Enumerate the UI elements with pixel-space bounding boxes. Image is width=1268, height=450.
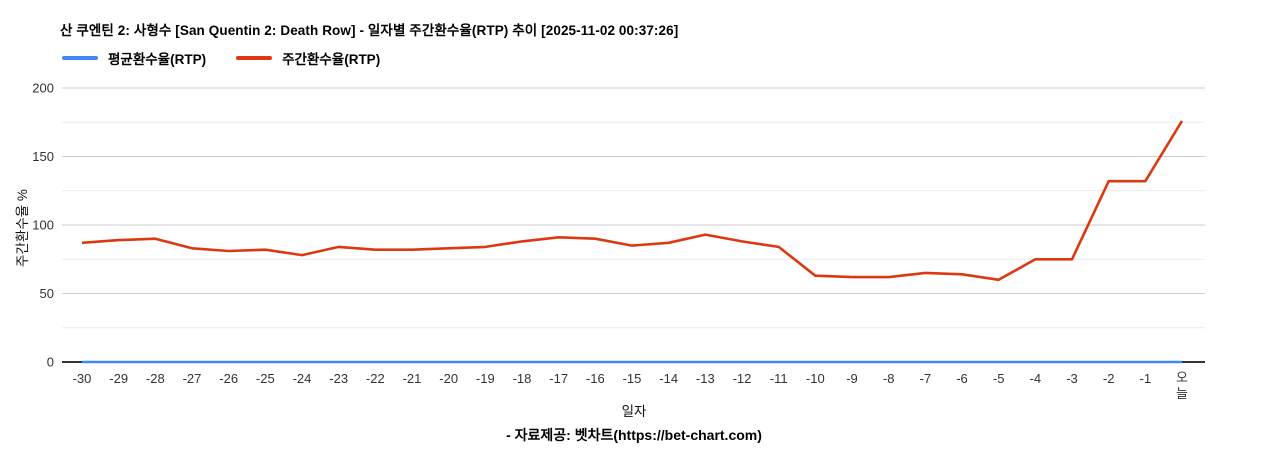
source-credit: - 자료제공: 벳차트(https://bet-chart.com) [506, 427, 762, 443]
x-tick-label: -1 [1140, 371, 1152, 386]
x-tick-label: -21 [403, 371, 422, 386]
legend-label-weekly-rtp: 주간환수율(RTP) [282, 52, 381, 67]
x-tick-label: -24 [293, 371, 312, 386]
x-tick-label: -26 [219, 371, 238, 386]
chart-title: 산 쿠엔틴 2: 사형수 [San Quentin 2: Death Row] … [60, 23, 679, 38]
x-tick-label: -13 [696, 371, 715, 386]
y-tick-label: 100 [32, 218, 54, 233]
x-tick-label: -14 [659, 371, 678, 386]
x-tick-label: -3 [1066, 371, 1078, 386]
y-tick-label: 0 [47, 355, 54, 370]
x-tick-label: -29 [109, 371, 128, 386]
legend: 평균환수율(RTP) 주간환수율(RTP) [62, 48, 380, 68]
x-tick-label: -16 [586, 371, 605, 386]
x-tick-label: -22 [366, 371, 385, 386]
x-tick-label: -15 [623, 371, 642, 386]
x-tick-label: -4 [1030, 371, 1042, 386]
x-tick-label: -30 [73, 371, 92, 386]
x-tick-label: -2 [1103, 371, 1115, 386]
legend-label-average-rtp: 평균환수율(RTP) [108, 52, 207, 67]
y-tick-label: 50 [40, 286, 54, 301]
x-tick-label: -8 [883, 371, 895, 386]
x-tick-label: -9 [846, 371, 858, 386]
x-tick-label: -28 [146, 371, 165, 386]
legend-item-average-rtp[interactable]: 평균환수율(RTP) [62, 48, 206, 68]
x-tick-label: -10 [806, 371, 825, 386]
x-tick-label: -27 [183, 371, 202, 386]
y-tick-label: 150 [32, 149, 54, 164]
x-tick-label: -25 [256, 371, 275, 386]
x-tick-label: -11 [770, 371, 788, 386]
average-rtp-line-swatch [62, 56, 98, 60]
x-tick-label: -5 [993, 371, 1005, 386]
x-tick-label: -18 [513, 371, 532, 386]
x-tick-label: -12 [733, 371, 752, 386]
x-tick-label: -7 [920, 371, 932, 386]
x-tick-label: -23 [329, 371, 348, 386]
legend-item-weekly-rtp[interactable]: 주간환수율(RTP) [236, 48, 380, 68]
x-tick-label: -19 [476, 371, 495, 386]
y-axis-title: 주간환수율 % [15, 189, 30, 267]
x-tick-label: -6 [956, 371, 968, 386]
y-tick-label: 200 [32, 81, 54, 96]
x-axis-title: 일자 [621, 404, 647, 419]
weekly-rtp-line [81, 120, 1184, 282]
x-tick-label: -17 [549, 371, 568, 386]
weekly-rtp-line-swatch [236, 56, 273, 60]
x-tick-label: -20 [439, 371, 458, 386]
